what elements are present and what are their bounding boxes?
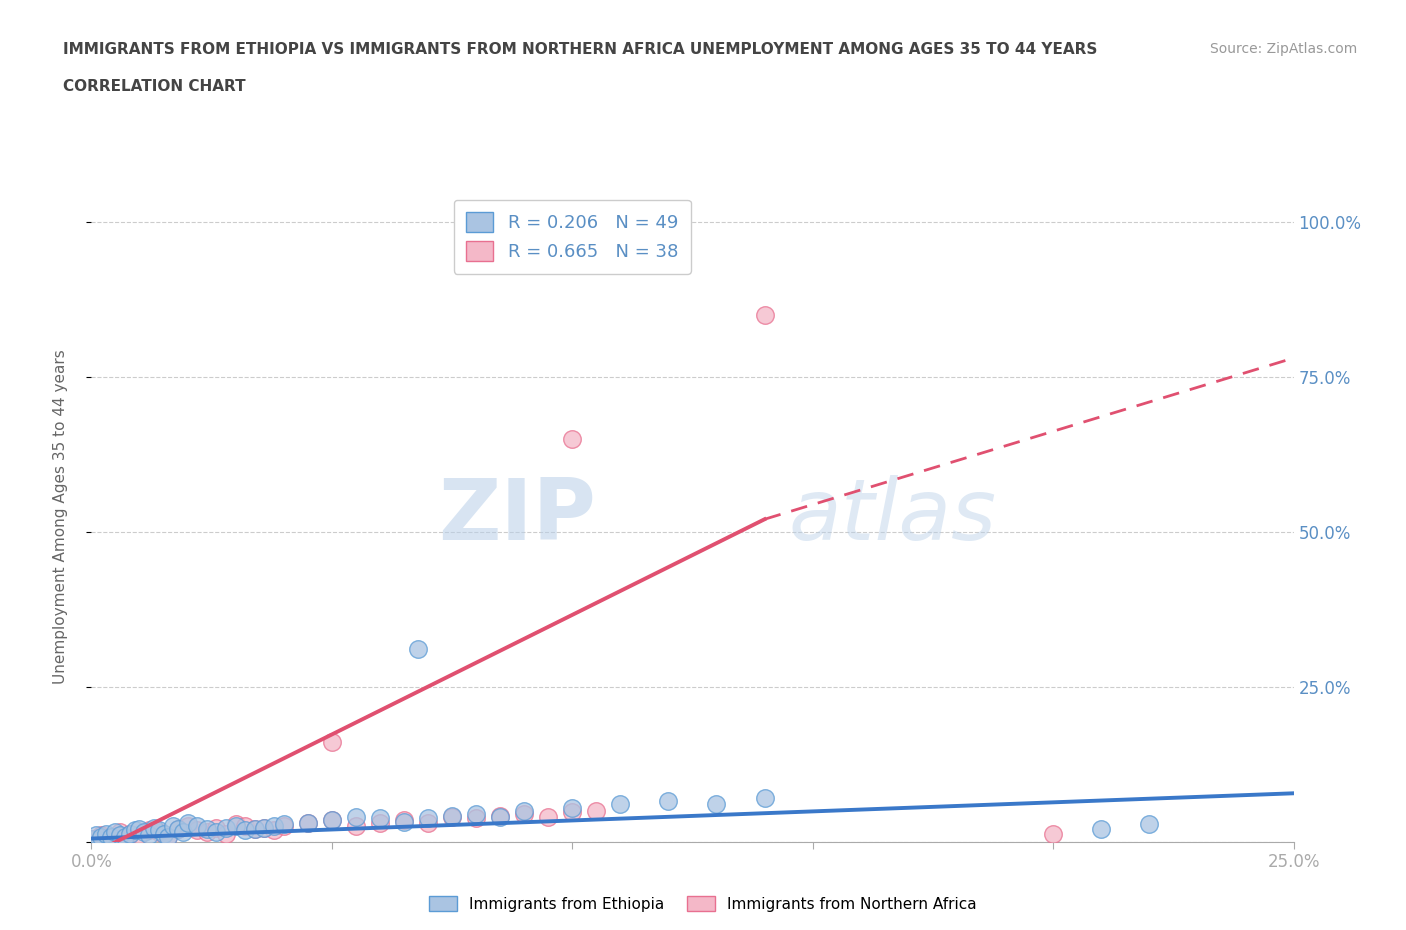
Point	[321, 813, 343, 828]
Point	[513, 806, 536, 821]
Point	[84, 828, 107, 843]
Point	[195, 825, 218, 840]
Point	[152, 827, 174, 842]
Point	[186, 818, 208, 833]
Legend: Immigrants from Ethiopia, Immigrants from Northern Africa: Immigrants from Ethiopia, Immigrants fro…	[423, 889, 983, 918]
Text: CORRELATION CHART: CORRELATION CHART	[63, 79, 246, 94]
Text: IMMIGRANTS FROM ETHIOPIA VS IMMIGRANTS FROM NORTHERN AFRICA UNEMPLOYMENT AMONG A: IMMIGRANTS FROM ETHIOPIA VS IMMIGRANTS F…	[63, 42, 1098, 57]
Point	[657, 794, 679, 809]
Point	[243, 822, 266, 837]
Point	[297, 816, 319, 830]
Point	[233, 818, 256, 833]
Point	[416, 816, 439, 830]
Point	[118, 827, 141, 842]
Point	[176, 818, 198, 833]
Point	[80, 831, 103, 846]
Point	[176, 816, 198, 830]
Point	[489, 808, 512, 823]
Point	[233, 823, 256, 838]
Point	[561, 800, 583, 815]
Point	[609, 797, 631, 812]
Text: ZIP: ZIP	[439, 474, 596, 558]
Point	[205, 825, 228, 840]
Point	[585, 804, 607, 818]
Point	[225, 818, 247, 833]
Point	[416, 811, 439, 826]
Point	[114, 830, 136, 844]
Point	[344, 818, 367, 833]
Point	[440, 809, 463, 824]
Point	[754, 307, 776, 322]
Point	[186, 823, 208, 838]
Point	[110, 825, 132, 840]
Point	[273, 817, 295, 831]
Point	[243, 822, 266, 837]
Point	[225, 817, 247, 831]
Point	[392, 813, 415, 828]
Text: Source: ZipAtlas.com: Source: ZipAtlas.com	[1209, 42, 1357, 56]
Point	[440, 808, 463, 823]
Point	[167, 822, 190, 837]
Point	[138, 828, 160, 843]
Point	[253, 820, 276, 835]
Point	[205, 820, 228, 835]
Point	[172, 825, 194, 840]
Point	[100, 830, 122, 844]
Point	[263, 823, 285, 838]
Point	[167, 822, 190, 837]
Point	[561, 432, 583, 446]
Point	[128, 822, 150, 837]
Point	[489, 809, 512, 824]
Point	[215, 820, 238, 835]
Point	[1090, 822, 1112, 837]
Point	[368, 816, 391, 830]
Point	[157, 830, 180, 844]
Point	[1042, 827, 1064, 842]
Point	[273, 818, 295, 833]
Point	[754, 790, 776, 805]
Point	[253, 820, 276, 835]
Point	[134, 825, 156, 840]
Point	[513, 804, 536, 818]
Point	[90, 828, 112, 843]
Point	[263, 818, 285, 833]
Point	[162, 818, 184, 833]
Point	[561, 804, 583, 819]
Point	[465, 806, 488, 821]
Point	[90, 830, 112, 844]
Point	[128, 828, 150, 843]
Point	[321, 735, 343, 750]
Point	[94, 827, 117, 842]
Point	[148, 825, 170, 840]
Point	[100, 830, 122, 844]
Point	[706, 797, 728, 812]
Point	[148, 823, 170, 838]
Point	[195, 822, 218, 837]
Point	[157, 830, 180, 844]
Point	[118, 827, 141, 842]
Point	[344, 809, 367, 824]
Point	[465, 811, 488, 826]
Y-axis label: Unemployment Among Ages 35 to 44 years: Unemployment Among Ages 35 to 44 years	[53, 349, 67, 684]
Point	[537, 809, 560, 824]
Point	[321, 813, 343, 828]
Point	[138, 823, 160, 838]
Point	[110, 828, 132, 843]
Point	[215, 827, 238, 842]
Point	[408, 642, 430, 657]
Point	[1137, 817, 1160, 831]
Text: atlas: atlas	[789, 474, 997, 558]
Point	[142, 820, 165, 835]
Point	[368, 811, 391, 826]
Legend: R = 0.206   N = 49, R = 0.665   N = 38: R = 0.206 N = 49, R = 0.665 N = 38	[454, 200, 690, 273]
Point	[392, 815, 415, 830]
Point	[104, 825, 127, 840]
Point	[297, 816, 319, 830]
Point	[124, 823, 146, 838]
Point	[80, 831, 103, 846]
